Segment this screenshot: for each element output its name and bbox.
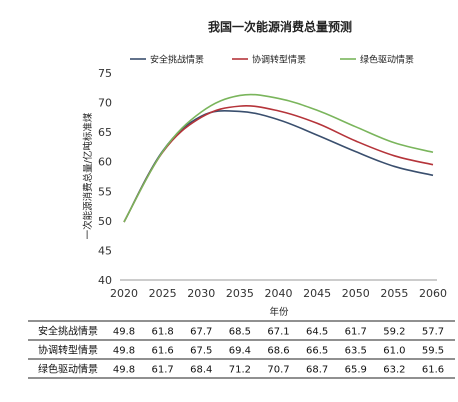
y-tick-label: 45 <box>98 244 112 257</box>
chart-title: 我国一次能源消费总量预测 <box>207 20 352 34</box>
table-cell: 61.6 <box>422 365 444 376</box>
table-cell: 69.4 <box>229 346 251 357</box>
table-cell: 61.7 <box>151 365 173 376</box>
table-cell: 66.5 <box>306 346 328 357</box>
y-tick-label: 55 <box>98 185 112 198</box>
x-tick-label: 2025 <box>149 287 177 300</box>
table-cell: 67.7 <box>190 327 212 338</box>
table-cell: 59.5 <box>422 346 444 357</box>
table-cell: 61.7 <box>345 327 367 338</box>
legend-label-1: 安全挑战情景 <box>150 54 204 66</box>
table-cell: 68.4 <box>190 365 212 376</box>
table-cell: 61.0 <box>383 346 405 357</box>
y-tick-label: 65 <box>98 126 112 139</box>
table-cell: 67.5 <box>190 346 212 357</box>
x-axis-title: 年份 <box>269 306 289 318</box>
table-cell: 65.9 <box>345 365 367 376</box>
x-tick-label: 2030 <box>187 287 215 300</box>
table-cell: 71.2 <box>229 365 251 376</box>
table-cell: 57.7 <box>422 327 444 338</box>
y-tick-label: 70 <box>98 97 112 110</box>
table-cell: 67.1 <box>267 327 289 338</box>
x-tick-label: 2045 <box>303 287 331 300</box>
table-cell: 49.8 <box>113 365 135 376</box>
y-axis-title: 一次能源消费总量/亿吨标准煤 <box>82 112 94 239</box>
table-cell: 68.7 <box>306 365 328 376</box>
table-cell: 68.5 <box>229 327 251 338</box>
table-cell: 64.5 <box>306 327 328 338</box>
table-cell: 49.8 <box>113 346 135 357</box>
legend-label-2: 协调转型情景 <box>252 54 306 66</box>
table-row-label-2: 协调转型情景 <box>38 344 98 357</box>
series-line-3 <box>123 93 434 223</box>
table-cell: 63.2 <box>383 365 405 376</box>
table-cell: 70.7 <box>267 365 289 376</box>
x-tick-label: 2040 <box>265 287 293 300</box>
legend-label-3: 绿色驱动情景 <box>360 54 414 66</box>
table-cell: 61.8 <box>151 327 173 338</box>
x-tick-label: 2035 <box>226 287 254 300</box>
table-cell: 63.5 <box>345 346 367 357</box>
table-cell: 61.6 <box>151 346 173 357</box>
y-tick-label: 75 <box>98 67 112 80</box>
y-tick-label: 60 <box>98 156 112 169</box>
table-cell: 68.6 <box>267 346 289 357</box>
x-tick-label: 2060 <box>419 287 447 300</box>
x-tick-label: 2050 <box>342 287 370 300</box>
y-tick-label: 40 <box>98 274 112 287</box>
y-tick-label: 50 <box>98 215 112 228</box>
x-tick-label: 2055 <box>380 287 408 300</box>
table-cell: 49.8 <box>113 327 135 338</box>
series-line-1 <box>123 109 434 223</box>
table-row-label-3: 绿色驱动情景 <box>38 363 98 376</box>
x-tick-label: 2020 <box>110 287 138 300</box>
table-cell: 59.2 <box>383 327 405 338</box>
table-row-label-1: 安全挑战情景 <box>38 325 98 338</box>
